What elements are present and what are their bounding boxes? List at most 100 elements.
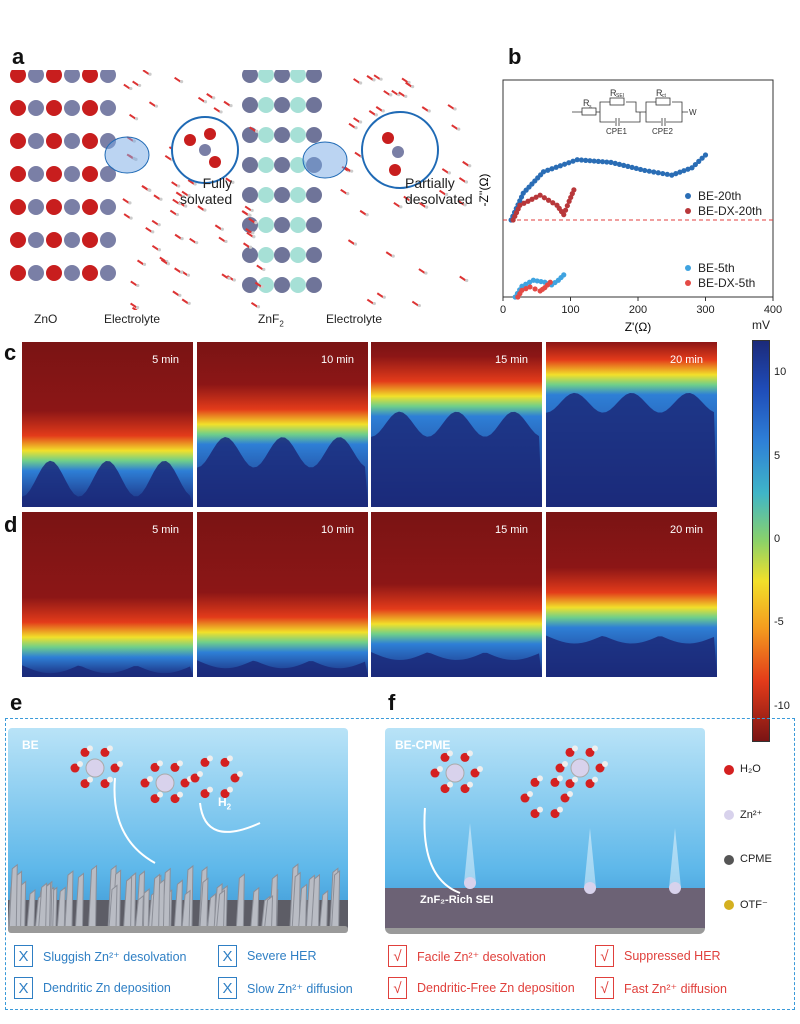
hydrogen — [424, 271, 428, 275]
hydrogen — [250, 208, 254, 213]
data-point-BE-DX-20th — [550, 200, 556, 206]
data-point-BE-DX-20th — [545, 197, 552, 203]
data-point-BE-20th — [629, 164, 635, 171]
ion-flux-beam — [464, 823, 476, 883]
status-text: Suppressed HER — [624, 949, 721, 963]
hydrogen — [466, 750, 473, 757]
water-molecule — [347, 239, 356, 245]
data-point-BE-20th — [604, 159, 610, 165]
hydrogen — [379, 77, 383, 81]
hydrogen — [389, 93, 393, 97]
oxygen — [550, 777, 560, 787]
data-point-BE-5th — [530, 277, 536, 283]
data-point-BE-DX-20th — [571, 187, 577, 193]
water-molecule — [130, 302, 138, 309]
oxygen — [440, 752, 450, 762]
atom — [46, 166, 62, 182]
data-point-BE-20th — [574, 157, 580, 163]
water-molecule — [366, 298, 374, 305]
oxygen — [585, 747, 595, 757]
atom — [28, 133, 44, 149]
resistor — [655, 97, 671, 106]
hydrogen — [399, 205, 403, 209]
atom — [258, 277, 274, 293]
data-point-BE-DX-5th — [547, 279, 553, 285]
water-molecule — [242, 242, 251, 249]
atom — [46, 133, 62, 149]
migration-arrow — [199, 802, 261, 833]
hydrogen — [106, 745, 113, 752]
hydrogen — [226, 755, 233, 762]
status-mark: X — [14, 977, 33, 999]
hydrogen — [381, 109, 385, 113]
zn-electrode-surface — [546, 635, 717, 677]
water-molecule — [249, 126, 257, 133]
zn-electrode-surface — [371, 652, 542, 677]
water-molecule — [171, 181, 179, 187]
status-text: Facile Zn²⁺ desolvation — [417, 949, 546, 964]
hydrogen — [193, 182, 197, 186]
hydrogen — [374, 113, 378, 117]
water-molecule — [401, 77, 409, 84]
atom — [258, 97, 274, 113]
atom — [242, 97, 258, 113]
legend-icon-3 — [724, 900, 734, 910]
hydrogen — [86, 745, 93, 752]
y-axis-label: -Z''(Ω) — [477, 174, 491, 207]
atom — [64, 199, 80, 215]
circuit-label: R — [610, 88, 617, 98]
water-molecule — [250, 301, 259, 308]
atom — [82, 265, 98, 281]
electrolyte-label-right: Electrolyte — [326, 312, 383, 326]
circuit-label: CPE2 — [652, 127, 673, 136]
hydrogen — [256, 305, 261, 309]
time-label: 20 min — [669, 524, 703, 536]
znf2-label: ZnF2 — [258, 312, 284, 329]
hydrogen — [176, 760, 183, 767]
zn-ion — [570, 758, 590, 778]
atom — [46, 232, 62, 248]
hydrogen — [591, 745, 598, 752]
hydrogen — [212, 96, 216, 100]
hydrogen — [177, 184, 181, 188]
legend-label: Zn²⁺ — [740, 809, 763, 821]
water-molecule — [368, 110, 376, 116]
data-point-BE-DX-5th — [519, 287, 525, 293]
data-point-BE-DX-20th — [561, 212, 567, 218]
hydrogen — [260, 285, 264, 289]
data-point-BE-20th — [553, 164, 559, 170]
electrolyte-label-left: Electrolyte — [104, 312, 161, 326]
hydrogen — [227, 276, 231, 280]
hydrogen — [180, 237, 184, 241]
atom — [290, 157, 306, 173]
hydrogen — [446, 750, 453, 757]
ion — [209, 156, 221, 168]
hydrogen — [354, 126, 358, 130]
zn-ion — [155, 773, 175, 793]
migration-arrow — [113, 777, 156, 864]
panel-label-c: c — [4, 340, 17, 365]
hydrogen — [166, 262, 171, 266]
water-molecule — [248, 217, 256, 224]
hydrogen — [536, 775, 543, 782]
circuit-label: ct — [662, 93, 667, 99]
electrode-base — [8, 926, 348, 933]
hydrogen — [219, 110, 223, 114]
migration-arrow — [423, 807, 461, 894]
water-molecule — [462, 160, 470, 167]
atom — [100, 265, 116, 281]
hydrogen — [187, 301, 191, 305]
hydrogen — [184, 204, 188, 208]
hydrogen — [409, 198, 413, 203]
zn-ion — [584, 882, 596, 894]
water-molecule — [398, 91, 406, 98]
legend-label: H₂O — [740, 763, 761, 775]
legend-marker — [685, 280, 691, 286]
hydrogen — [229, 104, 233, 108]
atom — [10, 199, 26, 215]
atom — [258, 157, 274, 173]
znf2-sei-layer — [385, 888, 705, 934]
hydrogen — [467, 781, 474, 788]
data-point-BE-20th — [633, 165, 639, 172]
status-mark: √ — [388, 977, 407, 999]
